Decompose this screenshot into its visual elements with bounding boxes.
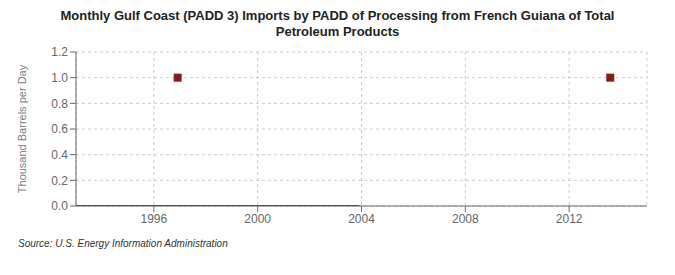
svg-text:2008: 2008 [452, 212, 479, 226]
svg-text:1996: 1996 [141, 212, 168, 226]
svg-text:1.0: 1.0 [51, 71, 68, 85]
svg-text:1.2: 1.2 [51, 45, 68, 59]
svg-text:0.0: 0.0 [51, 199, 68, 213]
svg-text:0.6: 0.6 [51, 122, 68, 136]
svg-text:2012: 2012 [556, 212, 583, 226]
svg-text:0.2: 0.2 [51, 174, 68, 188]
svg-text:0.8: 0.8 [51, 97, 68, 111]
svg-text:2000: 2000 [244, 212, 271, 226]
svg-text:0.4: 0.4 [51, 148, 68, 162]
svg-text:Thousand Barrels per Day: Thousand Barrels per Day [16, 64, 28, 193]
html-text:Monthly Gulf Coast (PADD 3) Im: Monthly Gulf Coast (PADD 3) Imports by P… [60, 8, 615, 39]
html-text:Source: U.S. Energy Informatio: Source: U.S. Energy Information Administ… [18, 238, 228, 249]
svg-text:2004: 2004 [348, 212, 375, 226]
